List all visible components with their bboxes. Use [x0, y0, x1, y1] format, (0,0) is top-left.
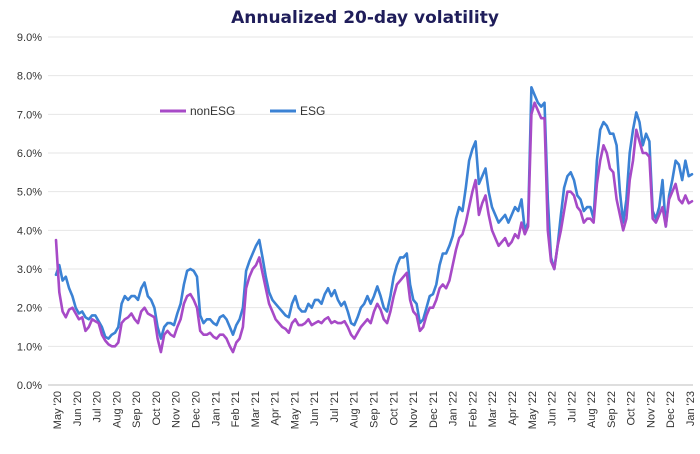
x-tick-label: Aug '22 [586, 391, 598, 428]
x-tick-label: Jun '21 [309, 391, 321, 426]
grid [48, 36, 693, 386]
series-lines [54, 86, 694, 354]
x-tick-label: Dec '20 [190, 391, 202, 428]
y-tick-label: 2.0% [17, 303, 42, 315]
chart-title: Annualized 20-day volatility [231, 8, 499, 28]
y-tick-label: 1.0% [17, 341, 42, 353]
y-tick-label: 0.0% [17, 380, 42, 392]
x-tick-label: Mar '21 [250, 391, 262, 427]
y-tick-label: 8.0% [17, 71, 42, 83]
x-tick-label: Sep '22 [606, 391, 618, 428]
x-tick-label: Apr '21 [270, 391, 282, 426]
x-tick-label: May '22 [527, 391, 539, 429]
y-tick-label: 7.0% [17, 109, 42, 121]
series-line-esg [54, 86, 694, 340]
x-tick-label: Nov '20 [171, 391, 183, 428]
x-tick-label: Jan '22 [448, 391, 460, 426]
x-tick-label: Jun '22 [547, 391, 559, 426]
x-tick-label: Feb '22 [467, 391, 479, 427]
x-tick-label: Nov '22 [645, 391, 657, 428]
x-tick-label: Dec '21 [428, 391, 440, 428]
x-tick-label: Oct '20 [151, 391, 163, 426]
x-tick-label: Apr '22 [507, 391, 519, 426]
x-tick-label: Nov '21 [408, 391, 420, 428]
x-tick-label: May '21 [289, 391, 301, 429]
y-axis-ticks: 0.0% 1.0% 2.0% 3.0% 4.0% 5.0% 6.0% 7.0% 8.0% 9.0% [17, 32, 42, 392]
x-tick-label: Oct '21 [388, 391, 400, 426]
x-tick-label: Feb '21 [230, 391, 242, 427]
y-tick-label: 6.0% [17, 148, 42, 160]
legend-label-esg: ESG [300, 104, 325, 118]
x-tick-label: Jan '23 [685, 391, 697, 426]
series-line-nonesg [54, 101, 694, 354]
x-tick-label: Jul '20 [92, 391, 104, 422]
x-tick-label: Sep '20 [131, 391, 143, 428]
x-tick-label: Mar '22 [487, 391, 499, 427]
x-tick-label: Aug '21 [349, 391, 361, 428]
x-tick-label: Jan '21 [210, 391, 222, 426]
x-axis-ticks: May '20 Jun '20 Jul '20 Aug '20 Sep '20 Oct '… [52, 391, 697, 429]
y-tick-label: 4.0% [17, 225, 42, 237]
y-tick-label: 3.0% [17, 264, 42, 276]
legend: nonESG ESG [160, 104, 325, 118]
legend-label-nonesg: nonESG [190, 104, 235, 118]
y-tick-label: 9.0% [17, 32, 42, 44]
y-tick-label: 5.0% [17, 187, 42, 199]
x-tick-label: Jun '20 [72, 391, 84, 426]
x-tick-label: Aug '20 [111, 391, 123, 428]
x-tick-label: Oct '22 [626, 391, 638, 426]
x-tick-label: Jul '21 [329, 391, 341, 422]
x-tick-label: Dec '22 [665, 391, 677, 428]
x-tick-label: Jul '22 [566, 391, 578, 422]
x-tick-label: May '20 [52, 391, 64, 429]
x-tick-label: Sep '21 [369, 391, 381, 428]
